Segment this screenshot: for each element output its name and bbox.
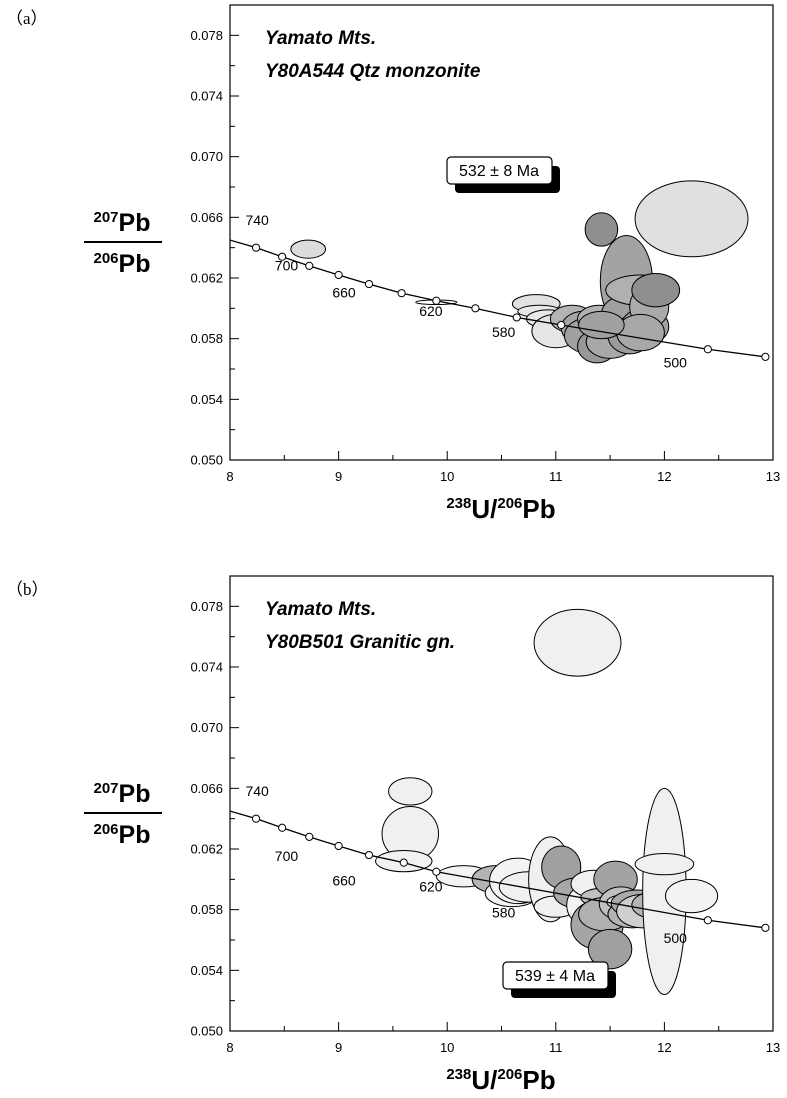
concordia-age-marker <box>761 923 770 932</box>
y-axis-label-numerator: 207Pb <box>94 780 151 808</box>
x-tick-label: 10 <box>440 1040 454 1055</box>
chart-title-line: Yamato Mts. <box>265 28 376 49</box>
concordia-age-marker <box>278 252 287 261</box>
panel-label-b: （b） <box>6 580 49 599</box>
age-label: 500 <box>664 354 688 370</box>
concordia-age-marker <box>432 867 441 876</box>
ellipse-group <box>290 180 749 364</box>
y-tick-label: 0.050 <box>190 1024 223 1039</box>
y-tick-label: 0.062 <box>190 842 223 857</box>
concordia-age-marker <box>364 850 374 860</box>
age-label: 660 <box>332 872 356 888</box>
x-tick-label: 13 <box>766 1040 780 1055</box>
plot-frame <box>229 575 774 1032</box>
concordia-age-marker <box>703 916 712 925</box>
error-ellipse <box>388 777 433 806</box>
y-tick-label: 0.078 <box>190 28 223 43</box>
y-tick-label: 0.074 <box>190 660 223 675</box>
error-ellipse <box>578 310 625 340</box>
x-tick-label: 10 <box>440 469 454 484</box>
y-tick-label: 0.074 <box>190 89 223 104</box>
y-tick-label: 0.066 <box>190 210 223 225</box>
concordia-age-marker <box>305 261 314 270</box>
concordia-age-marker <box>432 296 441 305</box>
chart-panel-b: 0.050 0.054 0.058 0.062 0.066 0.070 0.074 0.078… <box>84 575 780 1095</box>
y-tick-label: 0.070 <box>190 720 223 735</box>
age-label: 620 <box>419 878 443 894</box>
x-tick-label: 11 <box>549 1040 563 1055</box>
age-label: 700 <box>275 848 299 864</box>
y-axis-label-numerator: 207Pb <box>94 209 151 237</box>
concordia-curve <box>230 810 766 929</box>
age-label: 700 <box>275 257 299 273</box>
x-axis-label: 238U/206Pb <box>446 1065 555 1095</box>
error-ellipse <box>533 608 622 677</box>
concordia-age-marker <box>334 270 343 280</box>
chart-title-line: Y80B501 Granitic gn. <box>265 632 455 653</box>
age-label: 740 <box>245 212 269 228</box>
concordia-age-marker <box>512 313 521 322</box>
age-label: 620 <box>419 303 443 319</box>
age-result: 539 ± 4 Ma <box>515 968 595 985</box>
x-tick-label: 11 <box>549 469 563 484</box>
chart-title-line: Yamato Mts. <box>265 599 376 620</box>
concordia-age-marker <box>397 289 406 298</box>
concordia-age-marker <box>334 841 343 851</box>
concordia-age-marker <box>251 243 261 252</box>
concordia-age-marker <box>471 304 480 313</box>
x-tick-label: 12 <box>657 1040 671 1055</box>
concordia-age-marker <box>251 814 261 823</box>
y-tick-label: 0.058 <box>190 331 223 346</box>
concordia-age-marker <box>557 320 566 330</box>
error-ellipse <box>616 313 665 352</box>
concordia-age-marker <box>399 858 408 867</box>
ellipse-group <box>375 608 719 996</box>
x-axis-label: 238U/206Pb <box>446 494 555 524</box>
concordia-age-marker <box>761 352 770 361</box>
age-label: 580 <box>492 904 516 920</box>
age-label: 580 <box>492 324 516 340</box>
panel-label-a: （a） <box>6 9 48 28</box>
x-tick-label: 8 <box>226 1040 233 1055</box>
error-ellipse <box>584 212 619 247</box>
error-ellipse <box>290 239 327 259</box>
age-box <box>446 156 553 185</box>
y-tick-label: 0.066 <box>190 781 223 796</box>
age-box <box>502 961 609 990</box>
error-ellipse <box>634 180 749 258</box>
plot-frame <box>229 4 774 461</box>
concordia-age-marker <box>364 279 374 289</box>
x-tick-label: 9 <box>335 469 342 484</box>
error-ellipse <box>634 853 695 876</box>
error-ellipse <box>587 928 633 970</box>
y-tick-label: 0.058 <box>190 902 223 917</box>
x-tick-label: 8 <box>226 469 233 484</box>
chart-title-line: Y80A544 Qtz monzonite <box>265 61 481 82</box>
age-label: 500 <box>664 930 688 946</box>
y-tick-label: 0.054 <box>190 963 223 978</box>
y-tick-label: 0.054 <box>190 392 223 407</box>
y-tick-label: 0.062 <box>190 271 223 286</box>
y-axis-label-denominator: 206Pb <box>94 821 151 849</box>
chart-panel-a: 0.050 0.054 0.058 0.062 0.066 0.070 0.074 0.078… <box>84 4 780 524</box>
y-tick-label: 0.070 <box>190 149 223 164</box>
concordia-age-marker <box>703 345 712 354</box>
y-tick-label: 0.078 <box>190 599 223 614</box>
age-label: 660 <box>332 285 356 301</box>
age-label: 740 <box>245 783 269 799</box>
x-tick-label: 9 <box>335 1040 342 1055</box>
x-tick-label: 13 <box>766 469 780 484</box>
y-axis-label-denominator: 206Pb <box>94 250 151 278</box>
concordia-age-marker <box>305 832 314 841</box>
age-result: 532 ± 8 Ma <box>459 163 539 180</box>
x-tick-label: 12 <box>657 469 671 484</box>
y-tick-label: 0.050 <box>190 453 223 468</box>
concordia-age-marker <box>278 823 287 832</box>
error-ellipse <box>631 272 681 308</box>
error-ellipse <box>664 878 719 914</box>
